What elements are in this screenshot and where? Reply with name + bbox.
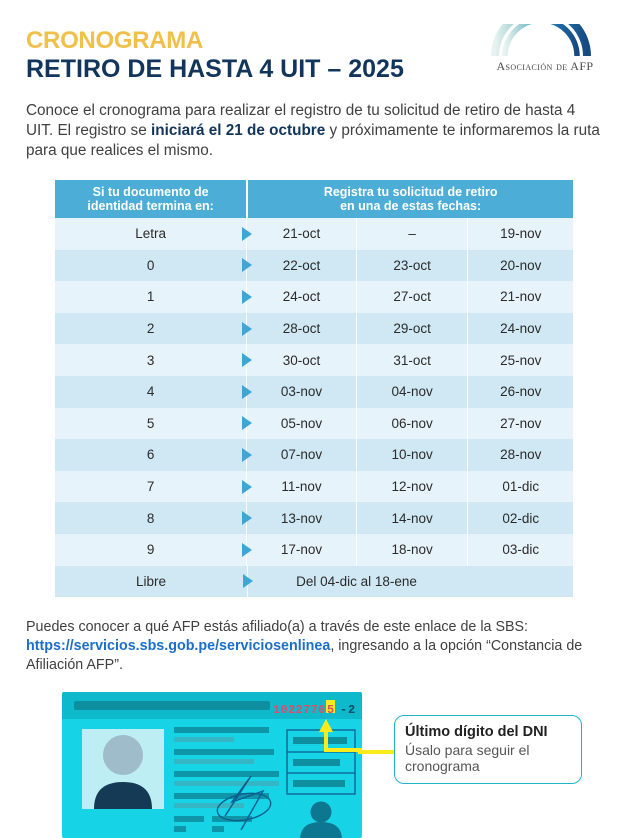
svg-text:-: - [340, 703, 347, 717]
svg-text:5: 5 [327, 703, 334, 717]
svg-text:2: 2 [348, 703, 355, 717]
svg-text:1022776: 1022776 [273, 703, 326, 717]
